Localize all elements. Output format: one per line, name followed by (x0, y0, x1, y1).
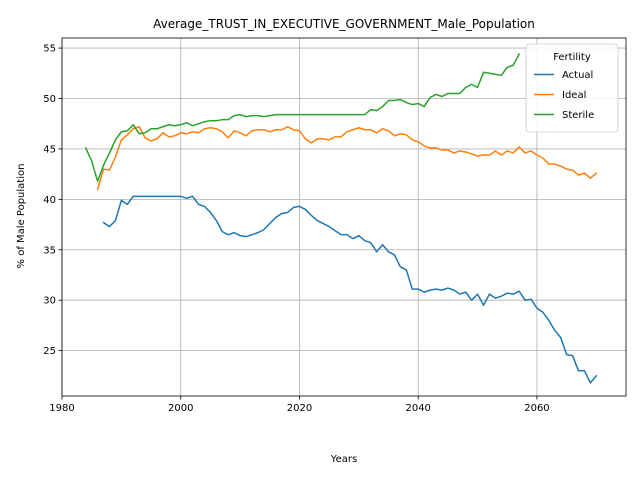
y-tick-label: 45 (43, 144, 56, 155)
x-tick-label: 2060 (524, 403, 549, 414)
x-axis: 1980 2000 2020 2040 2060 (49, 396, 550, 414)
legend-title: Fertility (553, 52, 591, 63)
y-tick-label: 35 (43, 245, 56, 256)
legend-label-actual: Actual (562, 70, 593, 81)
series-layer (84, 53, 598, 384)
legend-label-sterile: Sterile (562, 110, 594, 121)
y-axis-label: % of Male Population (16, 164, 27, 269)
chart-title: Average_TRUST_IN_EXECUTIVE_GOVERNMENT_Ma… (153, 17, 535, 31)
legend-box (525, 43, 619, 133)
legend-entries: Actual Ideal Sterile (534, 70, 594, 121)
series-line-sterile (84, 53, 521, 182)
y-tick-label: 30 (43, 296, 56, 307)
series-line-actual (102, 195, 598, 384)
y-tick-label: 55 (43, 44, 56, 55)
plot-frame (61, 37, 627, 397)
legend-label-ideal: Ideal (562, 90, 586, 101)
y-tick-label: 40 (43, 195, 56, 206)
legend: Fertility Actual Ideal Sterile (525, 43, 619, 133)
x-tick-label: 1980 (49, 403, 74, 414)
y-axis: 25 30 35 40 45 50 55 (43, 44, 62, 357)
series-line-ideal (96, 125, 598, 191)
y-tick-label: 50 (43, 94, 56, 105)
x-tick-label: 2000 (168, 403, 193, 414)
x-tick-label: 2040 (405, 403, 430, 414)
x-axis-label: Years (330, 454, 357, 465)
y-tick-label: 25 (43, 346, 56, 357)
x-tick-label: 2020 (287, 403, 312, 414)
